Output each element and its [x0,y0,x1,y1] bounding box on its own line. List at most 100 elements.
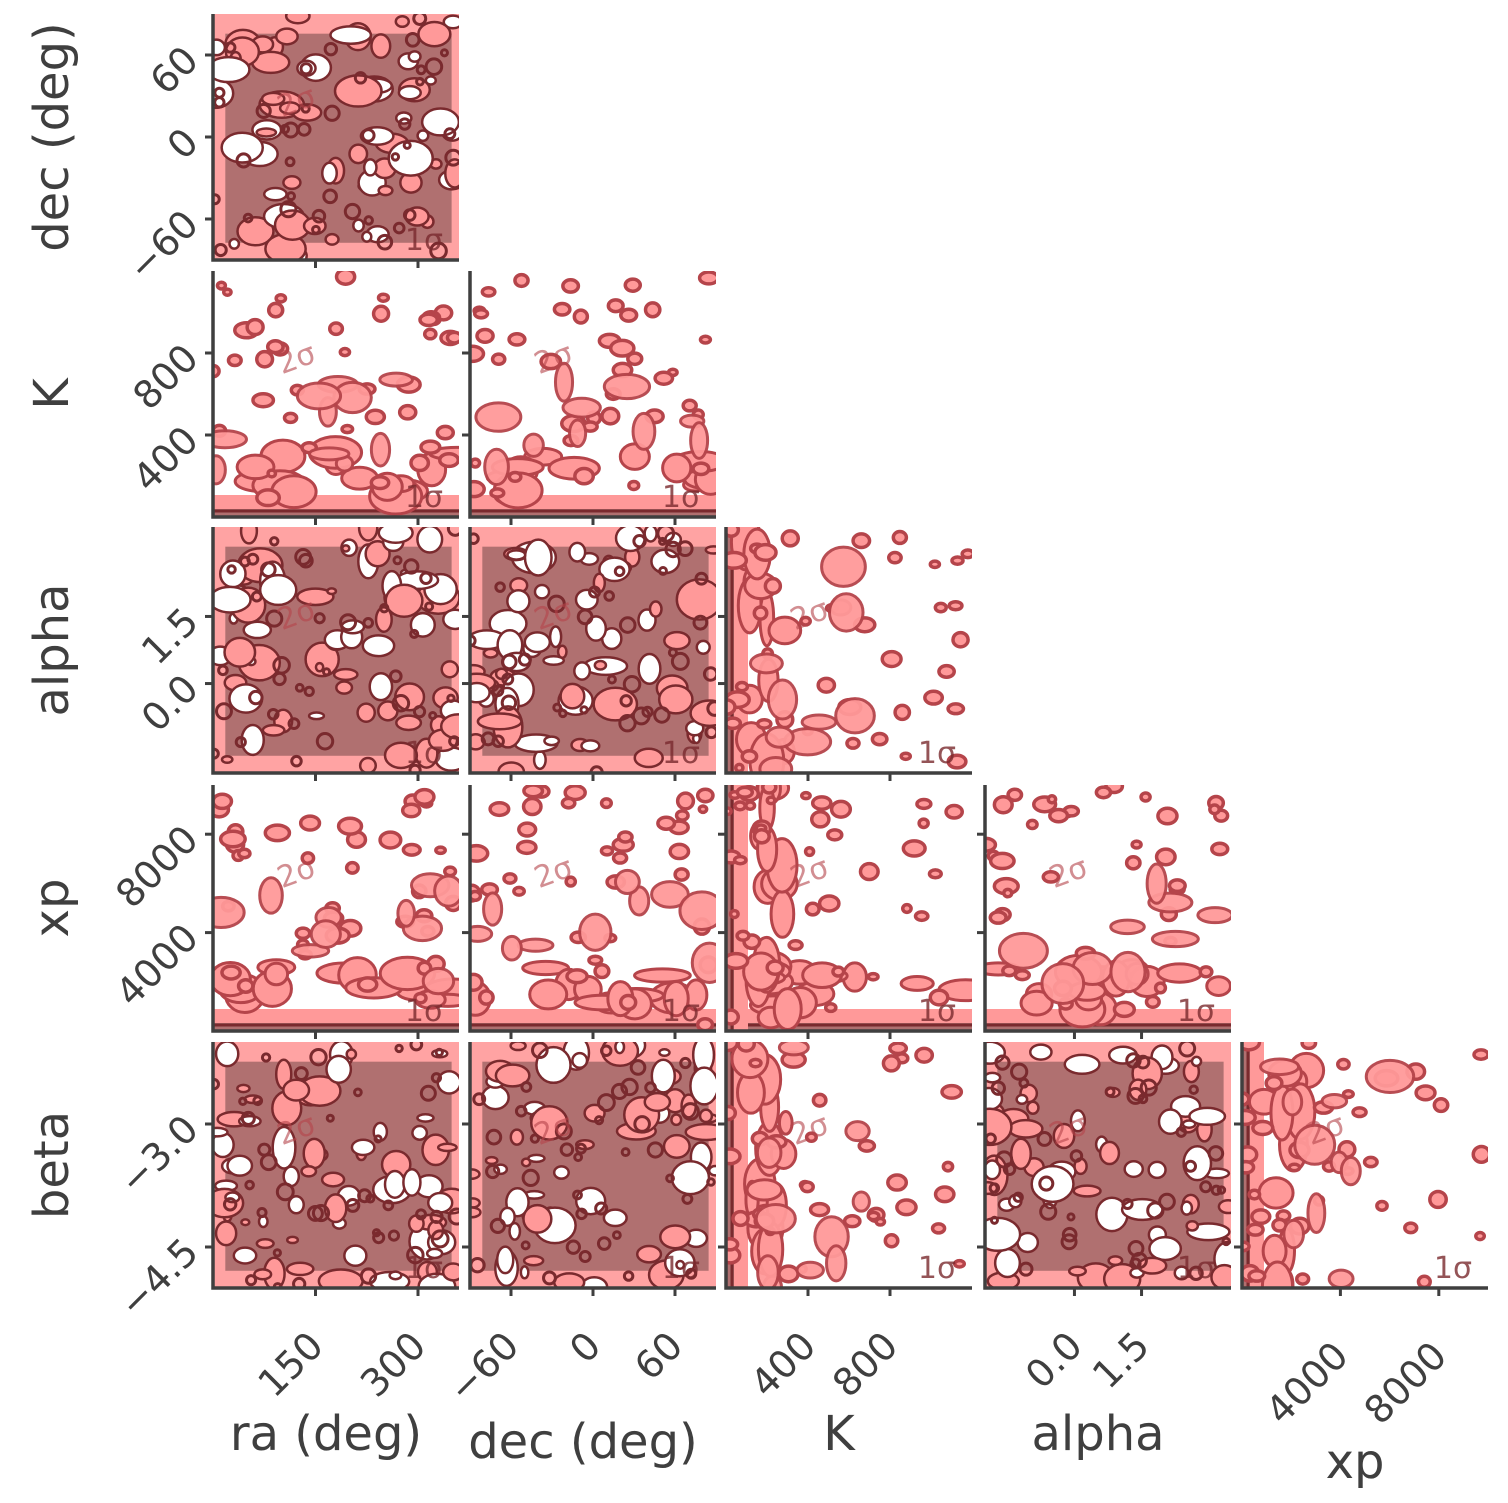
contour-blob [1190,1055,1203,1068]
contour-ring [1287,1162,1302,1173]
contour-blob [271,1125,297,1170]
contour-blob [707,1164,716,1177]
contour-ring [520,1240,531,1251]
axis-spine [211,527,459,775]
contour-blob [213,895,246,929]
contour-ring [611,1230,622,1241]
contour-ring [826,828,844,842]
contour-blob [300,1164,318,1178]
contour-ring [226,353,243,368]
contour-ring [777,1264,800,1284]
contour-ring [292,1276,307,1288]
contour-blob [704,545,716,555]
contour-ring [665,1173,675,1184]
contour-ring [608,338,636,358]
y-tick-label: 60 [141,38,206,103]
contour-ring [480,731,496,747]
contour-blob [378,371,414,388]
contour-blob [350,1138,376,1157]
contour-ring [947,599,964,612]
contour-ring [215,280,228,291]
contour-ring [900,902,913,915]
contour-blob [519,1265,530,1280]
contour-ring [765,795,777,806]
contour-blob [593,659,608,671]
contour-ring [445,330,459,345]
contour-ring [402,208,417,222]
contour-blob [820,545,867,588]
contour-blob [442,14,459,30]
contour-level-label: 1σ [1434,1251,1472,1286]
contour-ring [322,188,338,205]
contour-ring [309,1047,328,1067]
contour-ring [272,656,291,675]
contour-ring [622,674,642,694]
contour-blob [1107,1255,1124,1267]
x-axis-label: K [823,1406,856,1462]
contour-ring [735,785,755,799]
contour-ring [376,292,391,304]
contour-blob [416,527,444,554]
contour-ring [673,867,690,882]
contour-ring [579,705,589,715]
contour-ring [1039,1202,1058,1221]
contour-ring [1025,818,1039,831]
contour-ring [1048,807,1070,824]
contour-ring [744,800,757,811]
contour-ring [424,601,435,612]
contour-ring [620,1077,639,1097]
contour-ring [888,1042,909,1056]
contour-ring [670,651,690,671]
contour-ring [1351,1106,1368,1119]
contour-ring [248,689,264,706]
contour-blob [433,874,459,908]
contour-ring [435,424,456,441]
contour-ring [951,630,970,649]
contour-blob [532,749,547,771]
contour-blob [1040,962,1086,1005]
contour-ring [653,370,675,386]
contour-ring [250,590,263,603]
x-axis-label: ra (deg) [230,1406,422,1462]
contour-ring [252,1095,264,1107]
contour-blob [287,1194,305,1215]
contour-ring [572,1189,583,1201]
contour-blob [522,1254,545,1267]
contour-blob [1257,1176,1295,1210]
contour-ring [472,1092,487,1107]
contour-blob [529,1105,569,1141]
contour-ring [1432,1096,1450,1114]
contour-ring [646,1141,664,1159]
contour-ring [988,851,1016,871]
contour-ring [576,608,594,626]
contour-ring [874,1216,887,1227]
contour-blob [574,588,599,611]
contour-ring [1208,803,1221,816]
contour-blob [1067,1265,1087,1277]
contour-blob [553,361,575,403]
contour-ring [1362,1155,1379,1169]
contour-blob [417,20,452,48]
y-tick-label: 4000 [107,915,207,1015]
contour-ring [1041,870,1061,884]
contour-ring [1156,806,1179,826]
contour-ring [1300,1042,1318,1051]
contour-ring [215,702,233,721]
contour-ring [619,694,633,708]
contour-ring [1046,793,1058,805]
contour-blob [358,756,378,773]
contour-ring [434,845,447,856]
contour-ring [303,685,315,698]
contour-ring [1121,1197,1134,1211]
contour-blob [260,91,286,107]
contour-ring [600,1044,613,1057]
x-tick-label: 0 [561,1323,609,1371]
contour-ring [780,529,801,548]
contour-ring [726,527,741,539]
contour-blob [285,1235,300,1245]
y-axis-label: xp [24,879,80,938]
